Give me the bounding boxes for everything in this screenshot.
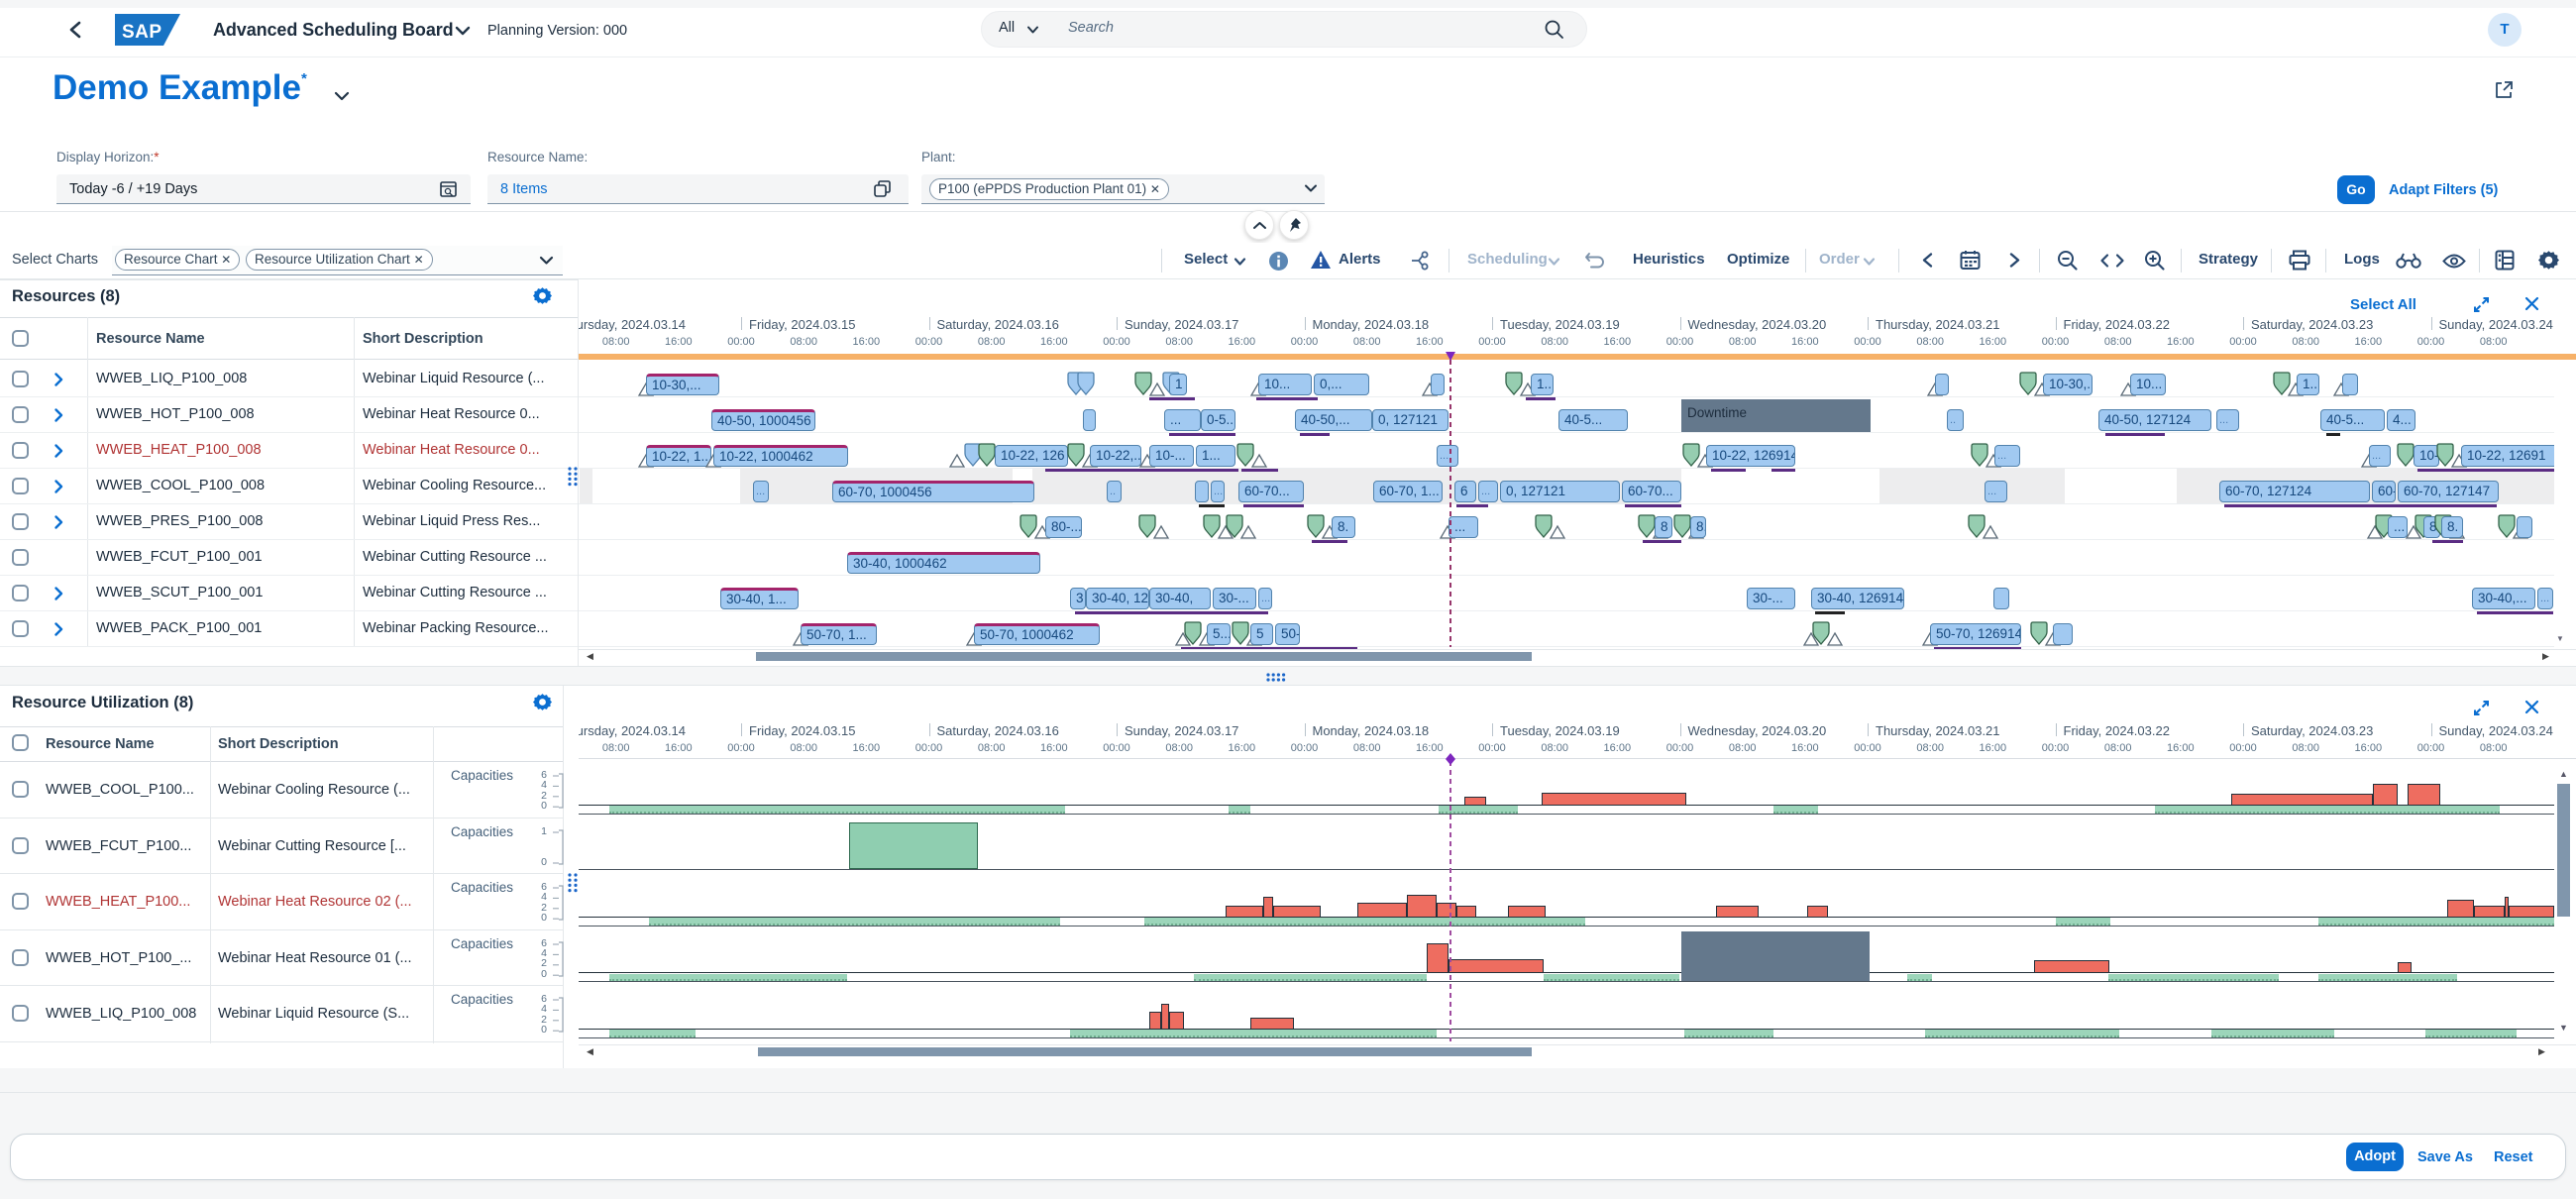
svg-text:SAP: SAP [122, 22, 162, 43]
